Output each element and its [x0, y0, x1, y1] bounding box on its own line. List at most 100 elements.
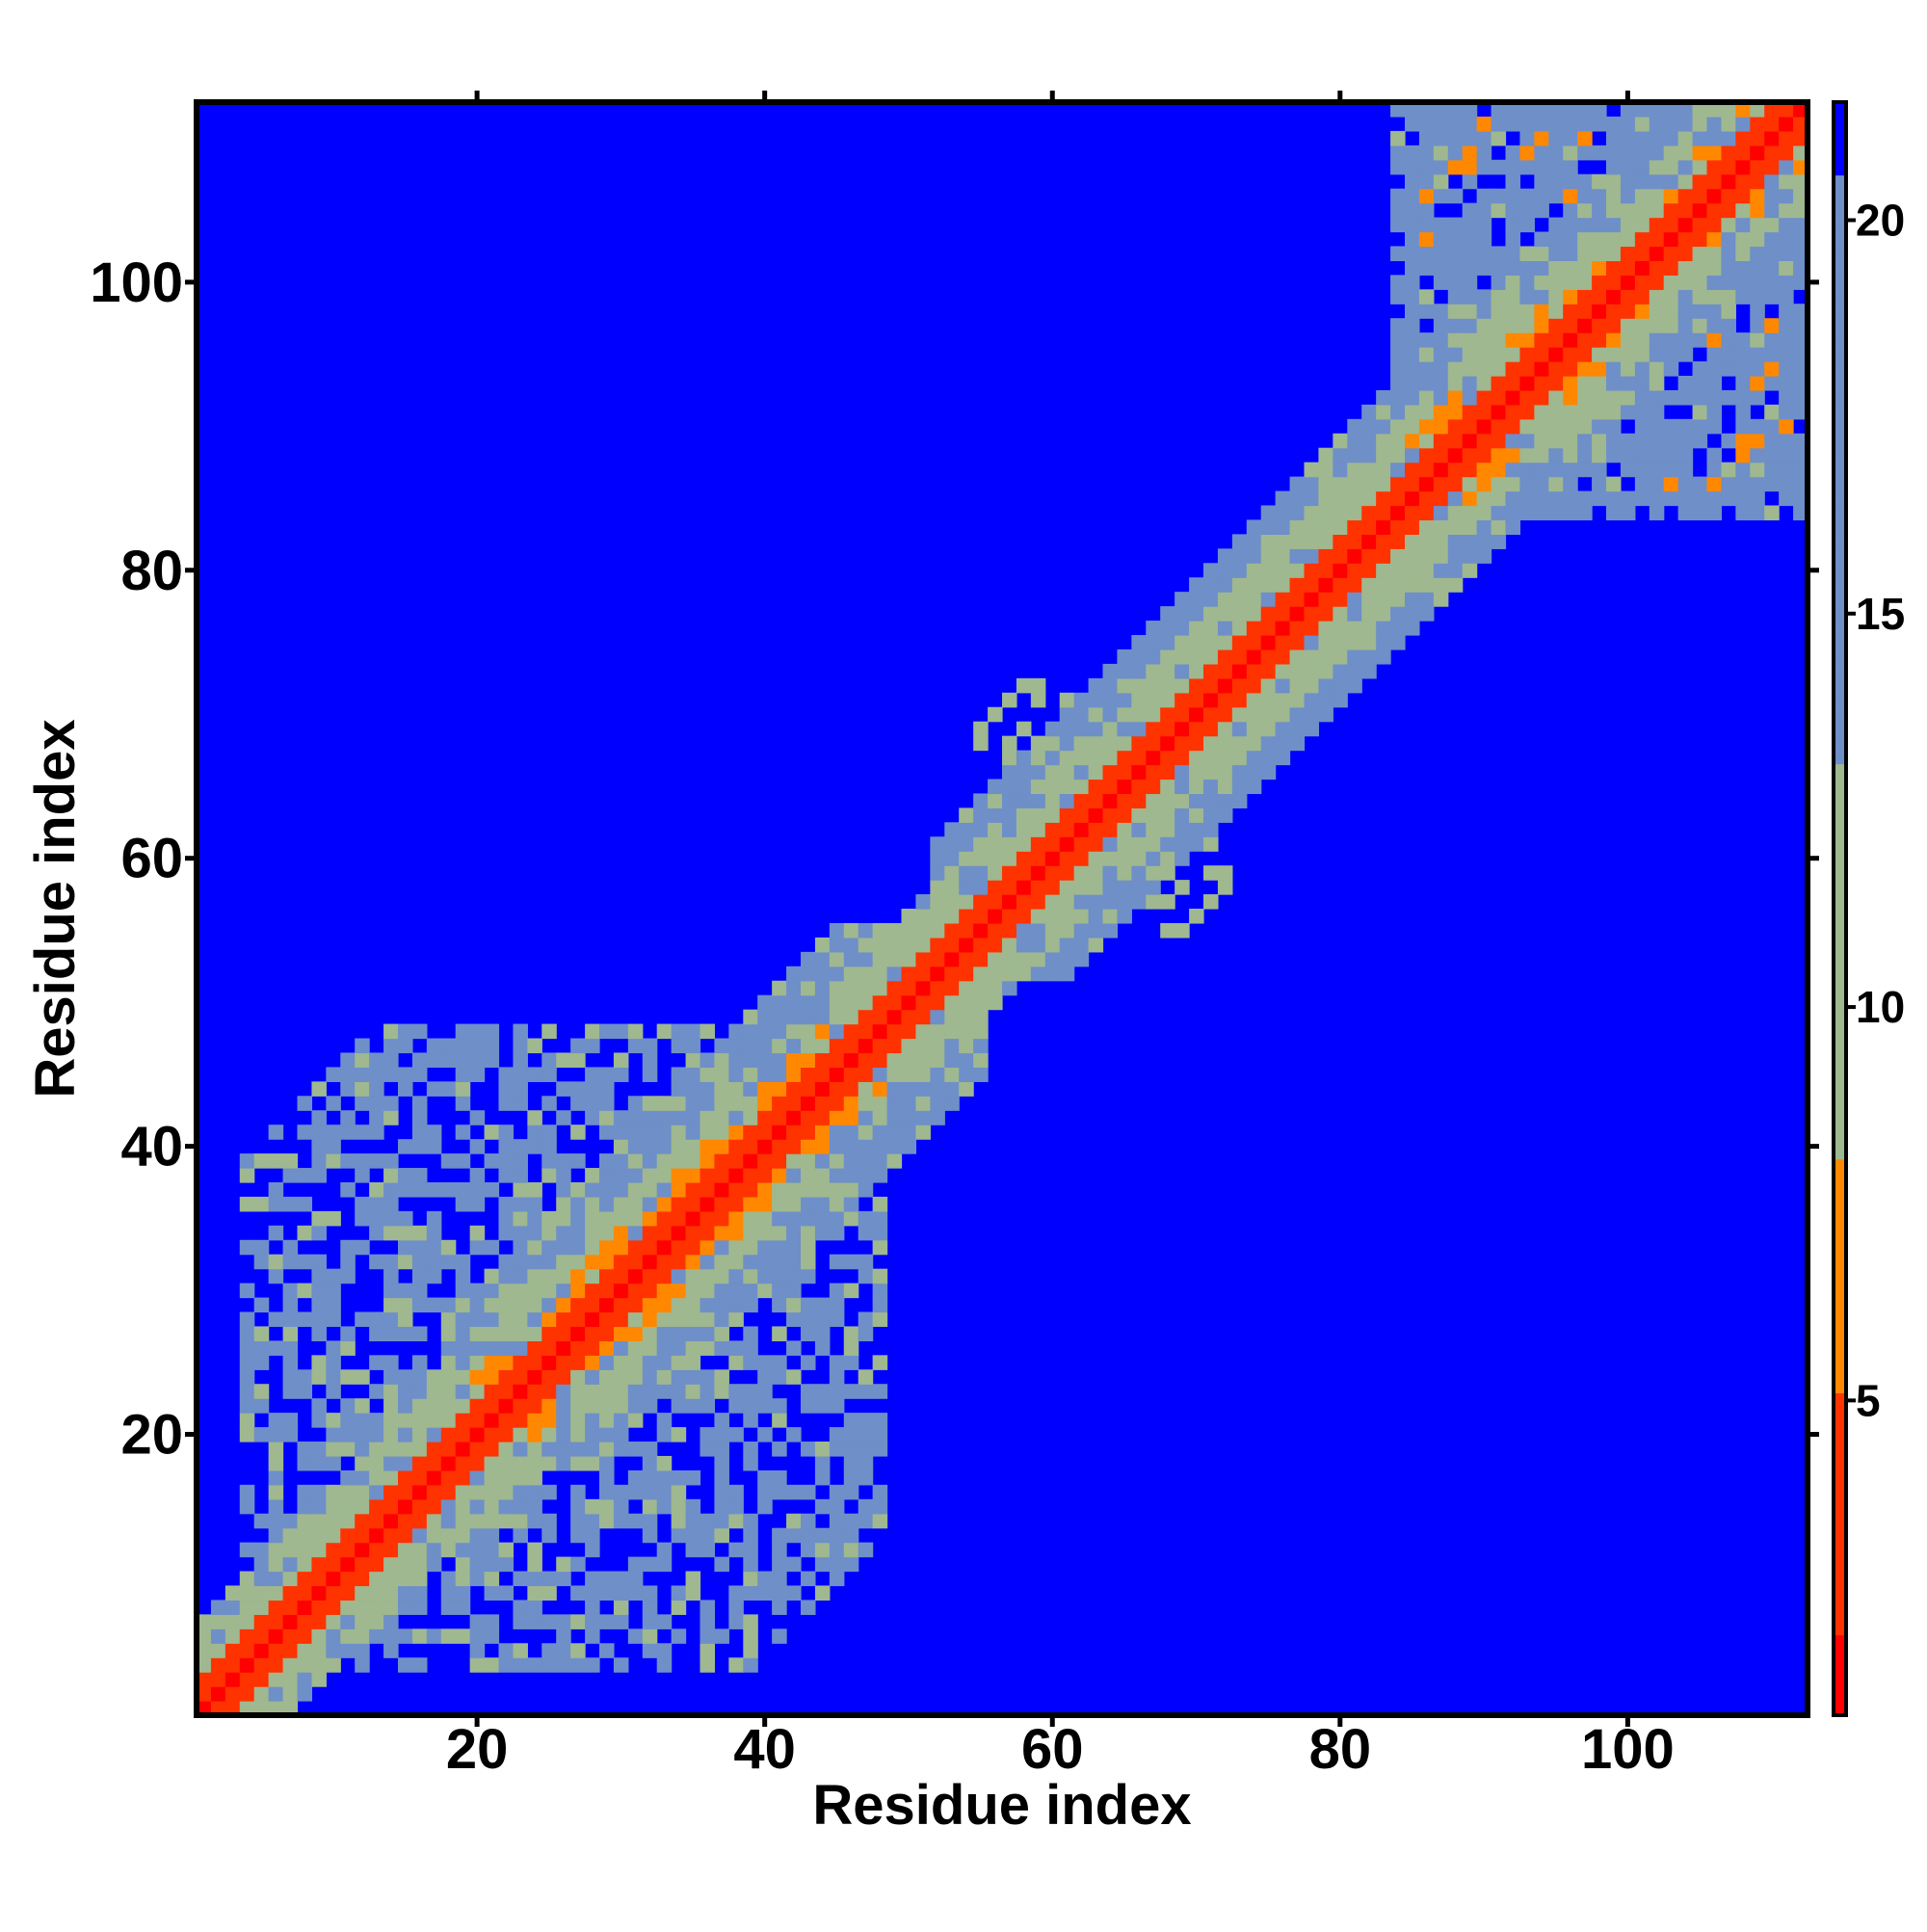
heatmap-cell: [1519, 159, 1535, 175]
heatmap-cell: [1304, 577, 1320, 593]
heatmap-cell: [369, 1469, 384, 1486]
heatmap-cell: [498, 1513, 515, 1529]
heatmap-cell: [1160, 677, 1175, 694]
heatmap-cell: [411, 1125, 428, 1140]
heatmap-cell: [1592, 389, 1607, 406]
colorbar-segment: [1834, 787, 1846, 797]
colorbar-segment: [1834, 529, 1846, 539]
heatmap-cell: [570, 1254, 586, 1270]
heatmap-cell: [1260, 519, 1277, 535]
heatmap-cell: [1793, 275, 1808, 290]
y-tick-label: 60: [120, 828, 183, 890]
heatmap-cell: [786, 1023, 802, 1040]
heatmap-cell: [613, 1600, 629, 1615]
heatmap-cell: [1390, 217, 1406, 233]
heatmap-cell: [513, 1355, 528, 1370]
heatmap-cell: [1649, 102, 1665, 118]
heatmap-cell: [1418, 563, 1435, 578]
heatmap-cell: [671, 1355, 687, 1370]
heatmap-cell: [814, 1455, 831, 1471]
heatmap-cell: [1433, 102, 1449, 118]
heatmap-cell: [1764, 217, 1780, 233]
heatmap-cell: [326, 1283, 341, 1299]
heatmap-cell: [1175, 750, 1190, 766]
heatmap-cell: [801, 1181, 816, 1198]
heatmap-cell: [1447, 447, 1464, 463]
heatmap-cell: [728, 1614, 744, 1629]
heatmap-cell: [411, 1225, 428, 1241]
heatmap-cell: [1548, 116, 1564, 132]
heatmap-cell: [1073, 836, 1090, 852]
heatmap-cell: [1620, 289, 1636, 304]
heatmap-cell: [498, 1556, 515, 1573]
heatmap-cell: [1117, 677, 1132, 694]
heatmap-cell: [1563, 418, 1578, 435]
heatmap-cell: [541, 1455, 557, 1471]
heatmap-cell: [1217, 592, 1233, 607]
heatmap-cell: [1548, 447, 1564, 463]
colorbar-segment: [1834, 134, 1846, 144]
heatmap-cell: [455, 1513, 471, 1529]
heatmap-cell: [484, 1355, 500, 1370]
heatmap-cell: [801, 1527, 816, 1544]
heatmap-cell: [398, 1455, 413, 1471]
heatmap-cell: [556, 1052, 571, 1069]
heatmap-cell: [484, 1427, 500, 1442]
heatmap-cell: [411, 1571, 428, 1587]
heatmap-cell: [714, 1038, 729, 1054]
heatmap-cell: [1231, 706, 1248, 723]
heatmap-cell: [656, 1110, 673, 1125]
heatmap-cell: [1663, 231, 1679, 248]
heatmap-cell: [627, 1585, 644, 1601]
heatmap-cell: [1620, 433, 1636, 449]
heatmap-cell: [498, 1210, 515, 1227]
heatmap-cell: [1462, 318, 1478, 333]
heatmap-cell: [1534, 304, 1549, 319]
heatmap-cell: [383, 1585, 399, 1601]
heatmap-cell: [311, 1081, 327, 1097]
heatmap-cell: [642, 1600, 658, 1615]
heatmap-cell: [1620, 462, 1636, 478]
heatmap-cell: [814, 994, 831, 1011]
heatmap-cell: [1073, 822, 1090, 837]
heatmap-cell: [355, 1527, 370, 1544]
heatmap-cell: [627, 1268, 644, 1284]
heatmap-cell: [1333, 577, 1348, 593]
heatmap-cell: [513, 1442, 528, 1457]
heatmap-cell: [843, 1527, 859, 1544]
heatmap-cell: [426, 1081, 442, 1097]
heatmap-cell: [1304, 490, 1320, 507]
heatmap-cell: [469, 1023, 486, 1040]
heatmap-cell: [642, 1225, 658, 1241]
heatmap-cell: [1534, 375, 1549, 391]
heatmap-cell: [1620, 260, 1636, 276]
heatmap-cell: [1793, 202, 1808, 219]
heatmap-cell: [1131, 880, 1147, 895]
heatmap-cell: [671, 1311, 687, 1328]
heatmap-cell: [340, 1513, 356, 1529]
heatmap-cell: [1606, 476, 1622, 492]
heatmap-cell: [1592, 188, 1607, 204]
heatmap-cell: [959, 880, 974, 895]
heatmap-cell: [1577, 462, 1593, 478]
heatmap-cell: [253, 1297, 270, 1313]
heatmap-cell: [757, 1484, 773, 1500]
heatmap-cell: [1447, 389, 1464, 406]
heatmap-cell: [671, 1469, 687, 1486]
heatmap-cell: [1160, 836, 1175, 852]
heatmap-cell: [1044, 721, 1061, 737]
colorbar-segment: [1834, 1206, 1846, 1216]
heatmap-cell: [1304, 621, 1320, 636]
heatmap-cell: [1692, 145, 1708, 161]
heatmap-cell: [1447, 145, 1464, 161]
colorbar-segment: [1834, 860, 1846, 869]
heatmap-cell: [383, 1168, 399, 1183]
heatmap-cell: [311, 1210, 327, 1227]
heatmap-cell: [311, 1442, 327, 1457]
heatmap-cell: [570, 1657, 586, 1673]
heatmap-cell: [930, 1009, 945, 1025]
heatmap-cell: [282, 1600, 299, 1615]
heatmap-cell: [858, 1153, 874, 1169]
heatmap-cell: [772, 1181, 787, 1198]
heatmap-cell: [1405, 389, 1420, 406]
